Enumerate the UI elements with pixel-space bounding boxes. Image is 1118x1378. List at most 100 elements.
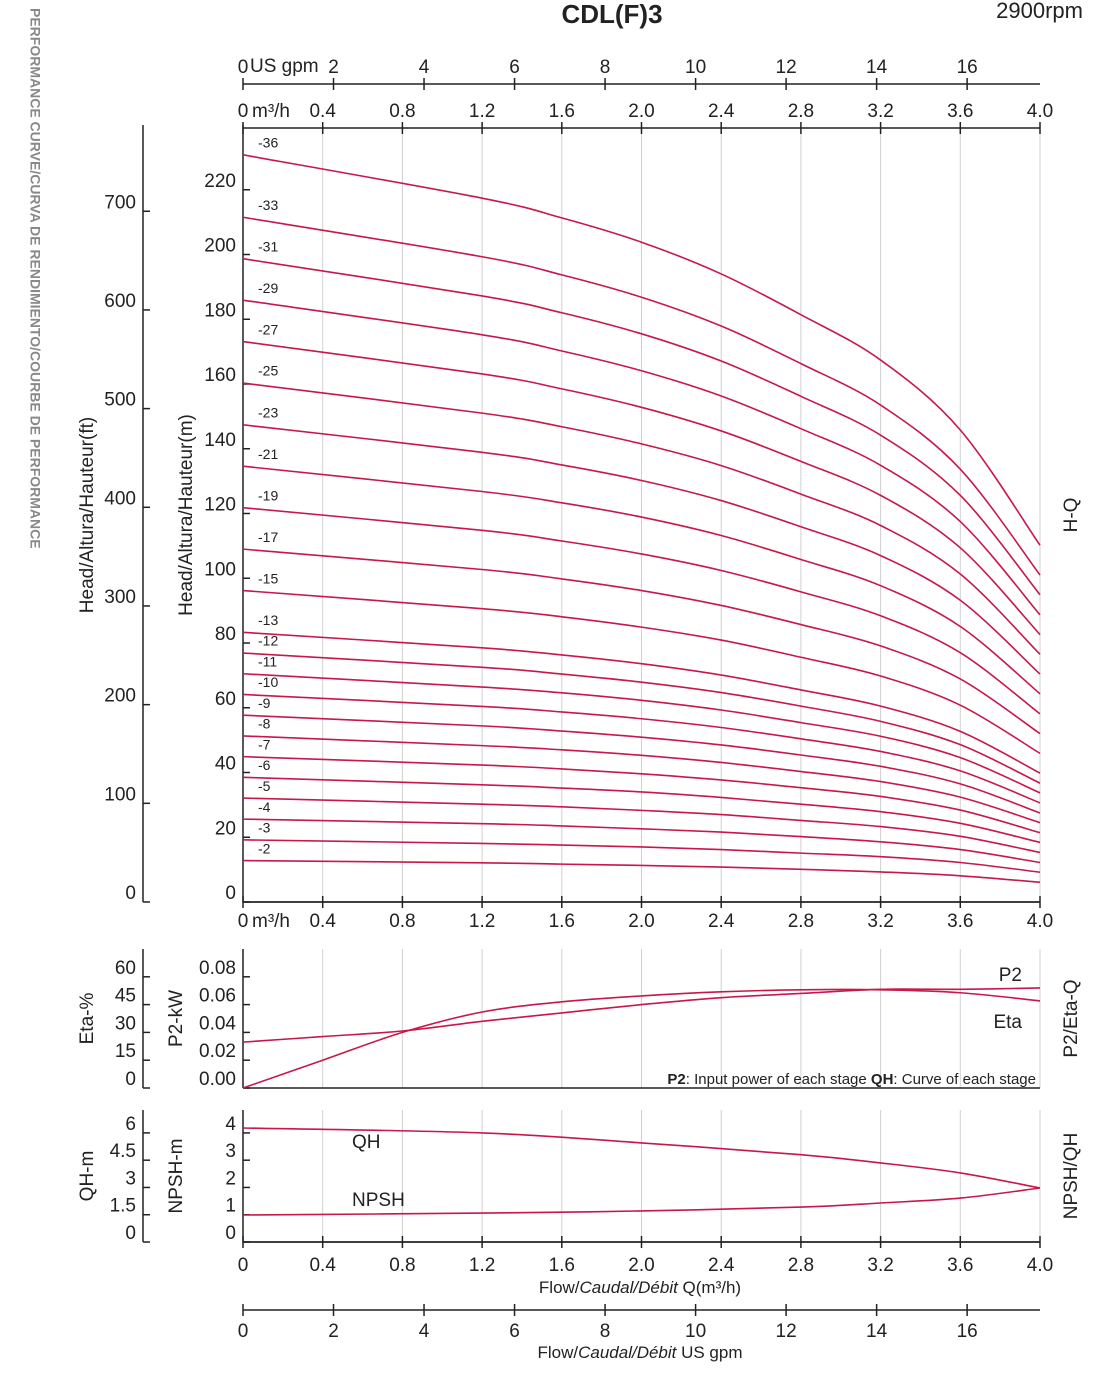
gpm-top-axis-label: 16 xyxy=(957,57,978,78)
y-tick-label: 500 xyxy=(104,390,136,411)
stage-label: -21 xyxy=(258,446,278,462)
y-tick-label: 0.00 xyxy=(199,1069,236,1090)
x-axis-label: 2.0 xyxy=(628,911,654,932)
y-tick-label: 0 xyxy=(225,1223,236,1244)
gpm-top-unit: US gpm xyxy=(250,56,319,77)
x-axis-label: 2.0 xyxy=(628,1255,654,1276)
stage-label: -15 xyxy=(258,570,278,586)
stage-label: -27 xyxy=(258,321,278,337)
stage-label: -5 xyxy=(258,778,271,794)
stage-label: -25 xyxy=(258,363,278,379)
x-top-unit: m³/h xyxy=(252,101,290,122)
note: P2: Input power of each stage QH: Curve … xyxy=(667,1071,1036,1088)
stage-label: -11 xyxy=(258,653,277,669)
y-axis-title: NPSH-m xyxy=(166,1139,187,1214)
curve xyxy=(242,987,1041,1043)
stage-label: -9 xyxy=(258,695,271,711)
x-top-axis-label: 1.6 xyxy=(549,101,575,122)
gpm-axis-label: 6 xyxy=(509,1321,520,1342)
y-tick-label: 3 xyxy=(225,1141,236,1162)
gpm-axis-label: 16 xyxy=(957,1321,978,1342)
x-top-axis-label: 2.4 xyxy=(708,101,735,122)
y-tick-label: 0.02 xyxy=(199,1041,236,1062)
x-top-axis-label: 0 xyxy=(238,101,249,122)
stage-label: -19 xyxy=(258,487,278,503)
curve xyxy=(242,652,1041,784)
x-axis-title: Flow/Caudal/Débit Q(m³/h) xyxy=(539,1278,741,1297)
curve xyxy=(242,548,1041,735)
curve xyxy=(242,797,1041,854)
y-tick-label: 160 xyxy=(204,365,236,386)
gpm-axis-title-part: US gpm xyxy=(676,1343,742,1362)
x-axis-label: 0.4 xyxy=(309,1255,336,1276)
stage-label: -13 xyxy=(258,612,278,628)
y-tick-label: 600 xyxy=(104,291,136,312)
x-axis-label: 4.0 xyxy=(1027,1255,1053,1276)
x-axis-label: 2.8 xyxy=(788,911,814,932)
series-label: Eta xyxy=(993,1012,1022,1033)
x-axis-title-part: Flow/ xyxy=(539,1278,580,1297)
stage-label: -2 xyxy=(258,840,271,856)
gpm-axis-label: 8 xyxy=(600,1321,611,1342)
x-axis-label: 2.8 xyxy=(788,1255,814,1276)
gpm-axis-label: 2 xyxy=(328,1321,339,1342)
y-axis-title: Head/Altura/Hauteur(m) xyxy=(176,414,197,616)
x-top-axis-label: 2.8 xyxy=(788,101,814,122)
y-tick-label: 0.06 xyxy=(199,986,236,1007)
y-tick-label: 0 xyxy=(125,1223,136,1244)
gpm-axis-label: 4 xyxy=(419,1321,430,1342)
y-tick-label: 200 xyxy=(104,686,136,707)
y-axis-title: P2-kW xyxy=(166,990,187,1047)
curve xyxy=(242,299,1041,616)
gpm-top-axis-label: 4 xyxy=(419,57,430,78)
x-top-axis-label: 3.2 xyxy=(867,101,893,122)
gpm-top-axis-label: 2 xyxy=(328,57,339,78)
curve xyxy=(242,693,1041,804)
y2-axis-title: Eta-% xyxy=(77,993,98,1045)
gpm-top-axis-label: 14 xyxy=(866,57,888,78)
x-axis-label: 0 xyxy=(238,1255,249,1276)
gpm-axis-label: 14 xyxy=(866,1321,888,1342)
curve xyxy=(242,257,1041,596)
gpm-axis-title: Flow/Caudal/Débit US gpm xyxy=(537,1343,742,1362)
y2-axis-title: Head/Altura/Hauteur(ft) xyxy=(77,417,98,613)
y-tick-label: 15 xyxy=(115,1041,136,1062)
curve xyxy=(242,423,1041,675)
x-axis-label: 0 xyxy=(238,911,249,932)
y-tick-label: 0 xyxy=(125,1069,136,1090)
x-axis-label: 1.2 xyxy=(469,911,495,932)
stage-label: -8 xyxy=(258,716,271,732)
curve xyxy=(242,506,1041,715)
chart-title: CDL(F)3 xyxy=(561,0,662,29)
x-axis-label: 1.2 xyxy=(469,1255,495,1276)
curve xyxy=(242,714,1041,814)
x-top-axis-label: 0.8 xyxy=(389,101,415,122)
curve xyxy=(242,672,1041,794)
side-title: PERFORMANCE CURVE/CURVA DE RENDIMIENTO/C… xyxy=(27,8,43,549)
curve xyxy=(242,465,1041,695)
y-tick-label: 45 xyxy=(115,986,136,1007)
curve xyxy=(242,1187,1041,1216)
x-axis-label: 0.4 xyxy=(309,911,336,932)
note-part: : Input power of each stage xyxy=(686,1071,871,1088)
y-tick-label: 1.5 xyxy=(110,1196,136,1217)
stage-label: -17 xyxy=(258,529,278,545)
y-tick-label: 30 xyxy=(115,1013,136,1034)
x-axis-label: 1.6 xyxy=(549,1255,575,1276)
curve xyxy=(242,589,1041,755)
x-axis-title-part: Caudal/Débit xyxy=(580,1278,680,1297)
panel-title: NPSH/QH xyxy=(1061,1133,1082,1220)
y-tick-label: 2 xyxy=(225,1168,236,1189)
panel-title: P2/Eta-Q xyxy=(1061,979,1082,1057)
gpm-top-axis-label: 10 xyxy=(685,57,706,78)
gpm-axis-label: 0 xyxy=(238,1321,249,1342)
y-tick-label: 180 xyxy=(204,300,236,321)
y-tick-label: 400 xyxy=(104,488,136,509)
note-part: : Curve of each stage xyxy=(893,1071,1036,1088)
gpm-axis-label: 10 xyxy=(685,1321,706,1342)
y-tick-label: 700 xyxy=(104,192,136,213)
x-axis-label: 0.8 xyxy=(389,911,415,932)
gpm-axis-title-part: Flow/ xyxy=(537,1343,578,1362)
curve xyxy=(242,216,1041,576)
